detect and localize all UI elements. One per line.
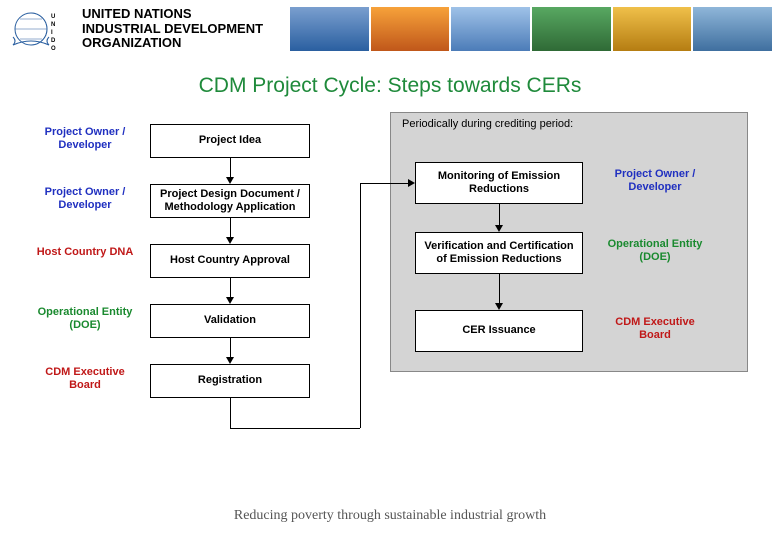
org-name: UNITED NATIONS INDUSTRIAL DEVELOPMENT OR…: [82, 7, 282, 52]
right-actor-0: Project Owner / Developer: [600, 168, 710, 194]
right-actor-1: Operational Entity (DOE): [600, 238, 710, 264]
banner-images: [290, 7, 772, 51]
right-step-2: CER Issuance: [415, 310, 583, 352]
left-actor-3: Operational Entity (DOE): [30, 306, 140, 332]
footer-tagline: Reducing poverty through sustainable ind…: [0, 508, 780, 524]
left-actor-1: Project Owner / Developer: [30, 186, 140, 212]
svg-text:U: U: [51, 14, 55, 20]
org-line3: ORGANIZATION: [82, 36, 282, 51]
unido-logo: U N I D O: [8, 6, 74, 52]
flowchart-diagram: Periodically during crediting period: Pro…: [20, 112, 760, 492]
org-line1: UNITED NATIONS: [82, 7, 282, 22]
svg-text:N: N: [51, 22, 55, 28]
slide-title: CDM Project Cycle: Steps towards CERs: [0, 74, 780, 98]
right-step-0: Monitoring of Emission Reductions: [415, 162, 583, 204]
left-step-0: Project Idea: [150, 124, 310, 158]
svg-text:I: I: [51, 30, 53, 36]
left-actor-0: Project Owner / Developer: [30, 126, 140, 152]
left-step-3: Validation: [150, 304, 310, 338]
right-actor-2: CDM Executive Board: [600, 316, 710, 342]
left-step-2: Host Country Approval: [150, 244, 310, 278]
left-actor-4: CDM Executive Board: [30, 366, 140, 392]
left-actor-2: Host Country DNA: [30, 246, 140, 259]
panel-title: Periodically during crediting period:: [402, 118, 573, 130]
svg-text:D: D: [51, 38, 56, 44]
svg-text:O: O: [51, 46, 56, 51]
left-step-4: Registration: [150, 364, 310, 398]
left-step-1: Project Design Document / Methodology Ap…: [150, 184, 310, 218]
header: U N I D O UNITED NATIONS INDUSTRIAL DEVE…: [0, 0, 780, 56]
org-line2: INDUSTRIAL DEVELOPMENT: [82, 22, 282, 37]
right-step-1: Verification and Certification of Emissi…: [415, 232, 583, 274]
